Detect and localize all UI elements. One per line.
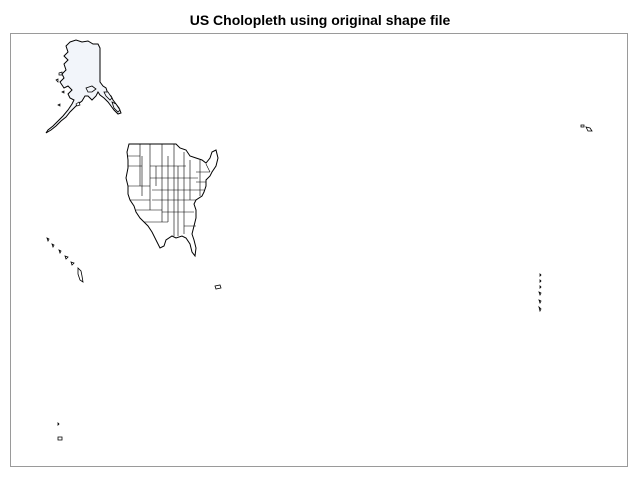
region-contiguous-us[interactable] <box>125 143 219 258</box>
region-american-samoa[interactable] <box>57 422 63 441</box>
state-borders <box>128 144 211 236</box>
region-alaska[interactable] <box>45 39 122 134</box>
region-mariana-islands[interactable] <box>538 273 542 313</box>
region-hawaii[interactable] <box>46 237 84 283</box>
map-title: US Cholopleth using original shape file <box>189 12 451 28</box>
region-aleutians-east[interactable] <box>580 124 593 132</box>
region-puerto-rico[interactable] <box>214 284 222 290</box>
